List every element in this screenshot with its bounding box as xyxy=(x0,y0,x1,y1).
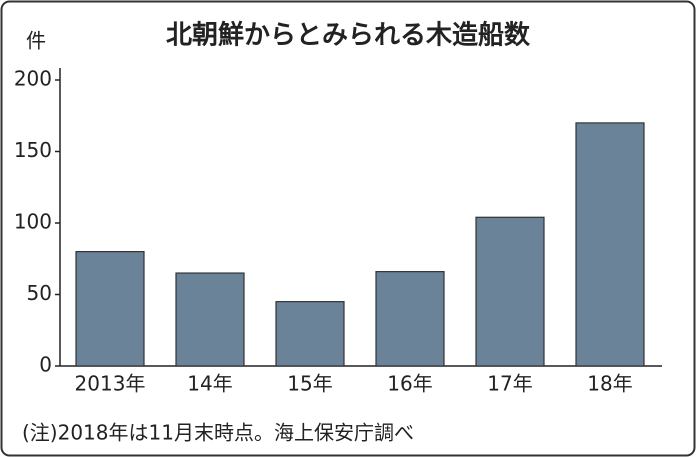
y-tick-label: 50 xyxy=(27,281,52,305)
x-tick-label: 17年 xyxy=(487,372,532,396)
x-tick-label: 2013年 xyxy=(75,372,146,396)
bar xyxy=(275,301,345,367)
x-tick-label: 18年 xyxy=(587,372,632,396)
bar xyxy=(375,271,445,367)
y-tick-label: 200 xyxy=(14,67,52,91)
y-tick-label: 100 xyxy=(14,210,52,234)
bar xyxy=(575,122,645,367)
bar xyxy=(175,272,245,367)
y-axis-label: 件 xyxy=(26,29,46,53)
y-tick-label: 0 xyxy=(39,353,52,377)
note: (注)2018年は11月末時点。海上保安庁調べ xyxy=(22,421,414,445)
chart-title: 北朝鮮からとみられる木造船数 xyxy=(166,20,531,51)
x-tick-label: 16年 xyxy=(387,372,432,396)
x-tick-label: 14年 xyxy=(187,372,232,396)
x-tick-label: 15年 xyxy=(287,372,332,396)
bar xyxy=(75,251,145,367)
y-tick-label: 150 xyxy=(14,138,52,162)
bar xyxy=(475,216,545,367)
